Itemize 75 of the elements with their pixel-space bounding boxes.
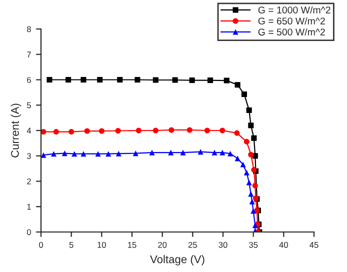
x-axis-title: Voltage (V) xyxy=(150,255,204,266)
point xyxy=(220,150,226,156)
x-tick-label: 30 xyxy=(218,242,228,248)
y-tick-label: 5 xyxy=(26,102,31,108)
point xyxy=(240,162,246,168)
x-tick-label: 0 xyxy=(39,242,43,248)
point xyxy=(97,76,103,83)
point xyxy=(228,150,234,156)
point xyxy=(117,76,123,83)
point xyxy=(50,151,57,157)
point xyxy=(251,135,257,141)
point xyxy=(80,151,86,157)
x-tick-label: 10 xyxy=(98,242,106,248)
point xyxy=(115,128,121,134)
point xyxy=(68,128,74,135)
point xyxy=(116,150,122,156)
legend-label: G = 1000 W/m^2 xyxy=(258,6,330,14)
point xyxy=(180,150,186,156)
point xyxy=(84,128,90,134)
point xyxy=(53,128,59,135)
point xyxy=(220,128,226,134)
y-tick-label: 7 xyxy=(27,52,31,58)
point xyxy=(244,170,250,176)
point xyxy=(134,76,140,83)
y-axis-title: Current (A) xyxy=(10,104,22,158)
point xyxy=(149,150,155,156)
point xyxy=(152,77,158,83)
point xyxy=(252,182,258,188)
y-tick-label: 4 xyxy=(26,128,32,134)
x-tick-label: 5 xyxy=(69,242,74,248)
y-tick-label: 0 xyxy=(26,229,31,236)
point xyxy=(198,149,204,155)
point xyxy=(168,127,174,133)
point xyxy=(249,198,255,204)
x-tick-label: 20 xyxy=(158,242,167,248)
point xyxy=(224,78,230,84)
x-tick-label: 45 xyxy=(310,242,318,248)
point xyxy=(172,77,178,83)
point xyxy=(186,127,192,133)
point xyxy=(152,128,158,134)
point xyxy=(66,76,72,83)
point xyxy=(234,82,240,88)
y-tick-label: 1 xyxy=(27,204,31,210)
y-tick-label: 6 xyxy=(27,76,31,83)
point xyxy=(95,151,101,157)
point xyxy=(62,150,68,156)
y-tick-label: 2 xyxy=(27,178,31,184)
point xyxy=(98,128,104,134)
point xyxy=(46,76,52,83)
legend-label: G = 650 W/m^2 xyxy=(258,17,325,24)
legend-label: G = 500 W/m^2 xyxy=(258,28,325,36)
point xyxy=(212,150,218,156)
point xyxy=(80,76,86,83)
x-tick-label: 35 xyxy=(249,242,258,248)
point xyxy=(244,138,250,144)
point xyxy=(248,152,254,158)
point xyxy=(246,180,252,186)
x-tick-label: 40 xyxy=(279,242,288,248)
point xyxy=(136,128,142,134)
point xyxy=(204,128,210,134)
point xyxy=(241,91,248,97)
y-tick-label: 8 xyxy=(27,26,31,32)
point xyxy=(168,150,174,156)
point xyxy=(234,156,240,162)
point xyxy=(207,77,214,84)
point xyxy=(41,152,46,158)
point xyxy=(189,77,195,84)
point xyxy=(41,128,46,135)
point xyxy=(106,151,112,157)
point xyxy=(246,107,252,113)
x-tick-label: 25 xyxy=(188,242,197,248)
point xyxy=(248,122,254,128)
point xyxy=(234,130,240,136)
y-tick-label: 3 xyxy=(26,153,31,159)
x-tick-label: 15 xyxy=(128,242,136,248)
